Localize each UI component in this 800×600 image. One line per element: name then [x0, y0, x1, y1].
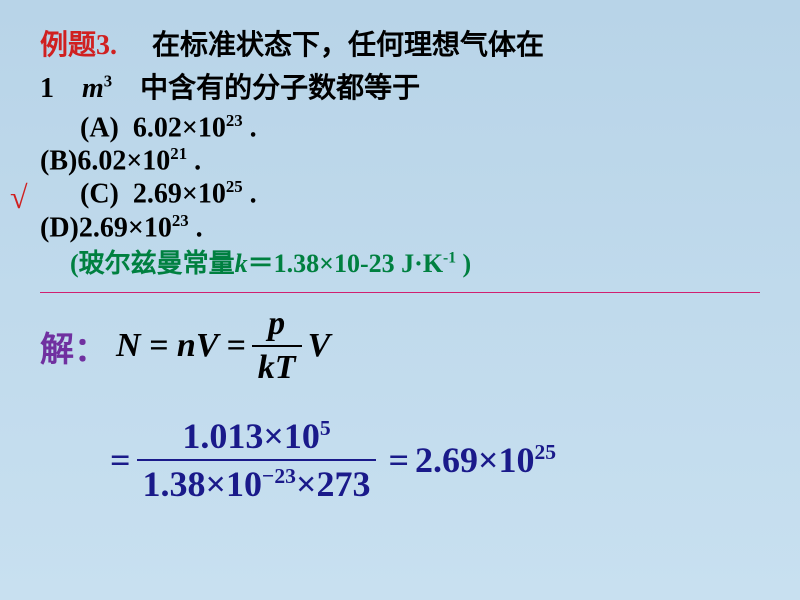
options-row-1: (A) 6.02×1023 . (B)6.02×1021 . [40, 111, 760, 178]
option-b: (B)6.02×1021 . [40, 144, 400, 177]
formula-rhs: V [308, 327, 331, 365]
option-d: (D)2.69×1023 . [40, 211, 400, 244]
option-a: (A) 6.02×1023 . [40, 111, 440, 144]
one-prefix: 1 [40, 73, 82, 104]
question-text-2: 中含有的分子数都等于 [112, 73, 420, 104]
fraction-2: 1.013×105 1.38×10−23×273 [137, 415, 377, 505]
solution-label: 解： [40, 322, 108, 371]
question-line-2: 1 m3 中含有的分子数都等于 [40, 67, 760, 110]
divider [40, 292, 760, 293]
fraction-1: p kT [252, 305, 302, 387]
solution-line-2: = 1.013×105 1.38×10−23×273 = 2.69×1025 [40, 415, 760, 505]
boltzmann-note: (玻尔兹曼常量k＝1.38×10-23 J·K-1 ) [40, 244, 760, 284]
formula-lhs: N = nV = [116, 327, 246, 365]
var-m: m [82, 73, 104, 104]
eq-sign-1: = [110, 439, 131, 481]
option-c: √ (C) 2.69×1025 . [40, 177, 440, 210]
question-line-1: 例题3. 在标准状态下，任何理想气体在 [40, 24, 760, 67]
eq-sign-2: = [388, 439, 409, 481]
example-label: 例题3. [40, 30, 117, 61]
result: 2.69×1025 [415, 439, 556, 481]
slide-container: 例题3. 在标准状态下，任何理想气体在 1 m3 中含有的分子数都等于 (A) … [0, 0, 800, 533]
options-row-2: √ (C) 2.69×1025 . (D)2.69×1023 . [40, 177, 760, 244]
check-mark: √ [10, 179, 28, 216]
question-text-1: 在标准状态下，任何理想气体在 [152, 30, 544, 61]
solution-line-1: 解： N = nV = p kT V [40, 305, 760, 387]
exp-3: 3 [104, 72, 112, 91]
